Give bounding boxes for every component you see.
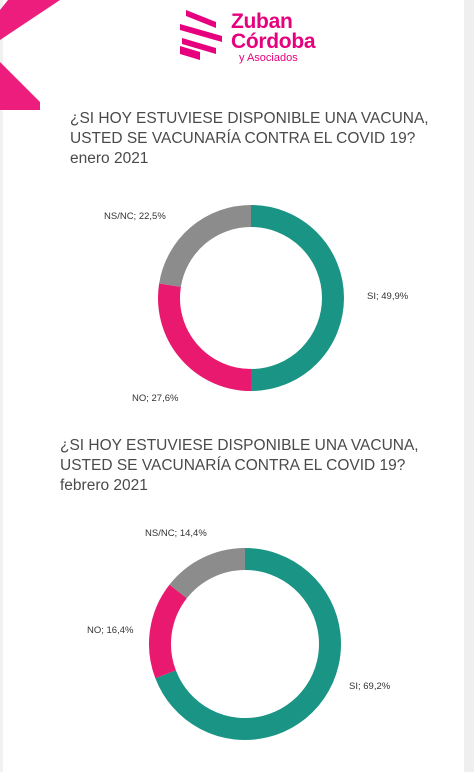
donut-slice-no — [149, 584, 188, 679]
brand-name: Zuban Córdoba y Asociados — [231, 10, 316, 64]
question-title-enero: ¿SI HOY ESTUVIESE DISPONIBLE UNA VACUNA,… — [70, 109, 430, 169]
donut-slice-no — [158, 283, 252, 391]
slice-label-ns-nc: NS/NC; 14,4% — [145, 528, 207, 539]
question-period: enero 2021 — [70, 150, 149, 167]
brand-name-line3: y Asociados — [239, 52, 298, 64]
slice-label-no: NO; 27,6% — [132, 393, 179, 404]
decorative-stripes — [0, 0, 60, 110]
page-edge-left — [0, 0, 3, 772]
slice-label-ns-nc: NS/NC; 22,5% — [104, 211, 166, 222]
donut-slice-ns-nc — [159, 205, 252, 288]
donut-slice-si — [250, 205, 344, 391]
question-text: ¿SI HOY ESTUVIESE DISPONIBLE UNA VACUNA,… — [70, 110, 429, 147]
donut-chart-febrero: SI; 69,2% NO; 16,4% NS/NC; 14,4% — [87, 528, 391, 740]
donut-chart-enero: SI; 49,9% NO; 27,6% NS/NC; 22,5% — [104, 205, 409, 404]
brand-logo-icon — [180, 10, 222, 60]
slice-label-no: NO; 16,4% — [87, 625, 134, 636]
donut-slice-ns-nc — [169, 548, 246, 599]
donut-slice-si — [155, 548, 341, 740]
question-period: febrero 2021 — [60, 477, 148, 494]
brand-name-line2: Córdoba — [231, 30, 316, 53]
question-title-febrero: ¿SI HOY ESTUVIESE DISPONIBLE UNA VACUNA,… — [60, 436, 440, 496]
question-text: ¿SI HOY ESTUVIESE DISPONIBLE UNA VACUNA,… — [60, 437, 419, 474]
slice-label-si: SI; 49,9% — [367, 291, 409, 302]
page-edge-right — [464, 0, 474, 772]
slice-label-si: SI; 69,2% — [349, 681, 391, 692]
brand-name-line1: Zuban — [231, 10, 293, 33]
